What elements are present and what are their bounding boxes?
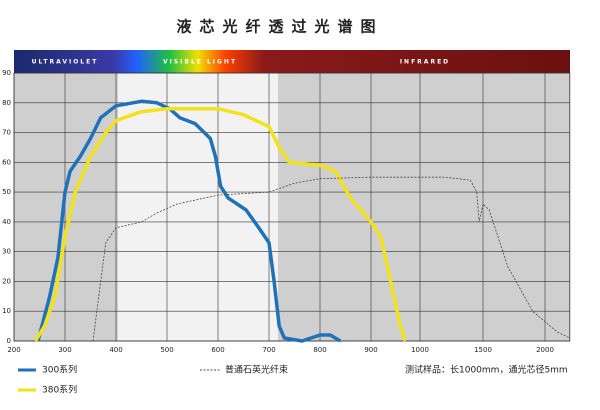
ir-region: [278, 73, 570, 341]
legend-label: 380系列: [42, 384, 77, 396]
y-tick-label: 30: [2, 248, 11, 256]
x-tick-label: 2000: [536, 346, 554, 354]
y-tick-label: 70: [2, 129, 11, 137]
y-tick-label: 60: [2, 158, 11, 166]
x-tick-label: 1500: [474, 346, 492, 354]
y-tick-label: 40: [2, 218, 11, 226]
series-line: [33, 106, 407, 342]
band-label: VISIBLE LIGHT: [163, 59, 237, 66]
x-tick-label: 1000: [411, 346, 429, 354]
x-tick-label: 500: [160, 346, 173, 354]
y-tick-label: 20: [2, 277, 11, 285]
x-tick-label: 400: [109, 346, 122, 354]
y-tick-label: 90: [2, 69, 11, 77]
x-tick-label: 700: [262, 346, 275, 354]
x-tick-label: 300: [58, 346, 71, 354]
y-tick-label: 50: [2, 188, 11, 196]
band-label: ULTRAVIOLET: [32, 59, 99, 66]
y-tick-label: 80: [2, 99, 11, 107]
note: 测试样品：长1000mm，通光芯径5mm: [405, 364, 568, 376]
y-tick-label: 10: [2, 307, 11, 315]
x-tick-label: 900: [364, 346, 377, 354]
band-label: INFRARED: [400, 59, 450, 66]
band-bar: [14, 50, 570, 73]
x-tick-label: 200: [7, 346, 20, 354]
chart-title: 液芯光纤透过光谱图: [176, 18, 383, 36]
x-tick-label: 600: [211, 346, 224, 354]
series-line: [36, 99, 342, 343]
legend-label: 300系列: [42, 364, 77, 376]
legend-label: 普通石英光纤束: [225, 364, 288, 376]
x-tick-label: 800: [313, 346, 326, 354]
y-tick-label: 0: [7, 337, 11, 345]
series-line: [92, 176, 570, 342]
uv-region: [14, 73, 118, 341]
